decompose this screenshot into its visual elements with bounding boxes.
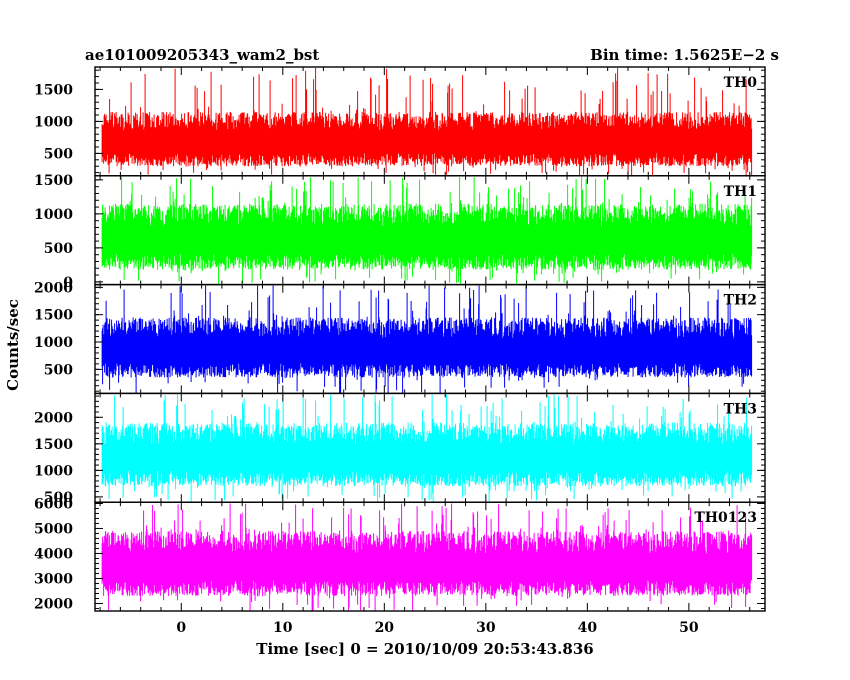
panel-label: TH0123 [694,510,757,526]
series-th3 [101,394,753,502]
panels-group: 500 1000 1500 TH0 0 500 1000 1500 TH1 500 1000 1500… [34,66,766,612]
y-tick-label: 1000 [34,207,73,223]
y-tick-label: 2000 [34,280,73,296]
y-tick-label: 500 [44,241,73,257]
y-tick-label: 1500 [34,308,73,324]
series-th0 [101,68,753,176]
x-tick-label: 20 [375,620,395,636]
panel-label: TH1 [724,184,757,200]
y-tick-label: 2000 [34,410,73,426]
x-axis-label: Time [sec] 0 = 2010/10/09 20:53:43.836 [256,640,593,658]
chart-title-right: Bin time: 1.5625E−2 s [590,46,779,64]
y-tick-label: 1500 [34,173,73,189]
panel-frame [94,501,766,612]
y-tick-label: 1500 [34,437,73,453]
x-tick-label: 40 [578,620,598,636]
panel-label: TH0 [724,75,758,91]
chart-title-left: ae101009205343_wam2_bst [85,46,319,64]
x-tick-label: 10 [273,620,293,636]
y-tick-label: 0 [63,275,73,291]
x-axis: 0 10 20 30 40 50 [176,620,698,636]
panel-label: TH2 [724,293,757,309]
y-tick-label: 1000 [34,463,73,479]
y-tick-label: 1500 [34,82,73,98]
y-tick-label: 2000 [34,596,73,612]
series-th2 [101,285,753,394]
y-tick-label: 4000 [34,546,73,562]
x-tick-label: 50 [679,620,699,636]
y-tick-label: 1000 [34,335,73,351]
series-th0123 [101,503,753,611]
y-tick-label: 500 [44,146,73,162]
x-tick-label: 0 [176,620,186,636]
panel-th1: 0 500 1000 1500 TH1 [34,173,766,291]
y-tick-label: 3000 [34,571,73,587]
panel-th0123: 2000 3000 4000 5000 6000 TH0123 [34,496,766,612]
y-axis-label: Counts/sec [4,299,22,391]
x-tick-label: 30 [476,620,496,636]
panel-th3: 500 1000 1500 2000 TH3 [34,392,766,506]
y-tick-label: 500 [44,490,73,506]
y-tick-label: 6000 [34,496,73,512]
panel-th0: 500 1000 1500 TH0 [34,66,766,177]
y-tick-label: 500 [44,362,73,378]
y-tick-label: 1000 [34,114,73,130]
series-th1 [101,176,753,285]
panel-label: TH3 [724,401,757,417]
y-tick-label: 5000 [34,521,73,537]
panel-th2: 500 1000 1500 2000 TH2 [34,280,766,395]
